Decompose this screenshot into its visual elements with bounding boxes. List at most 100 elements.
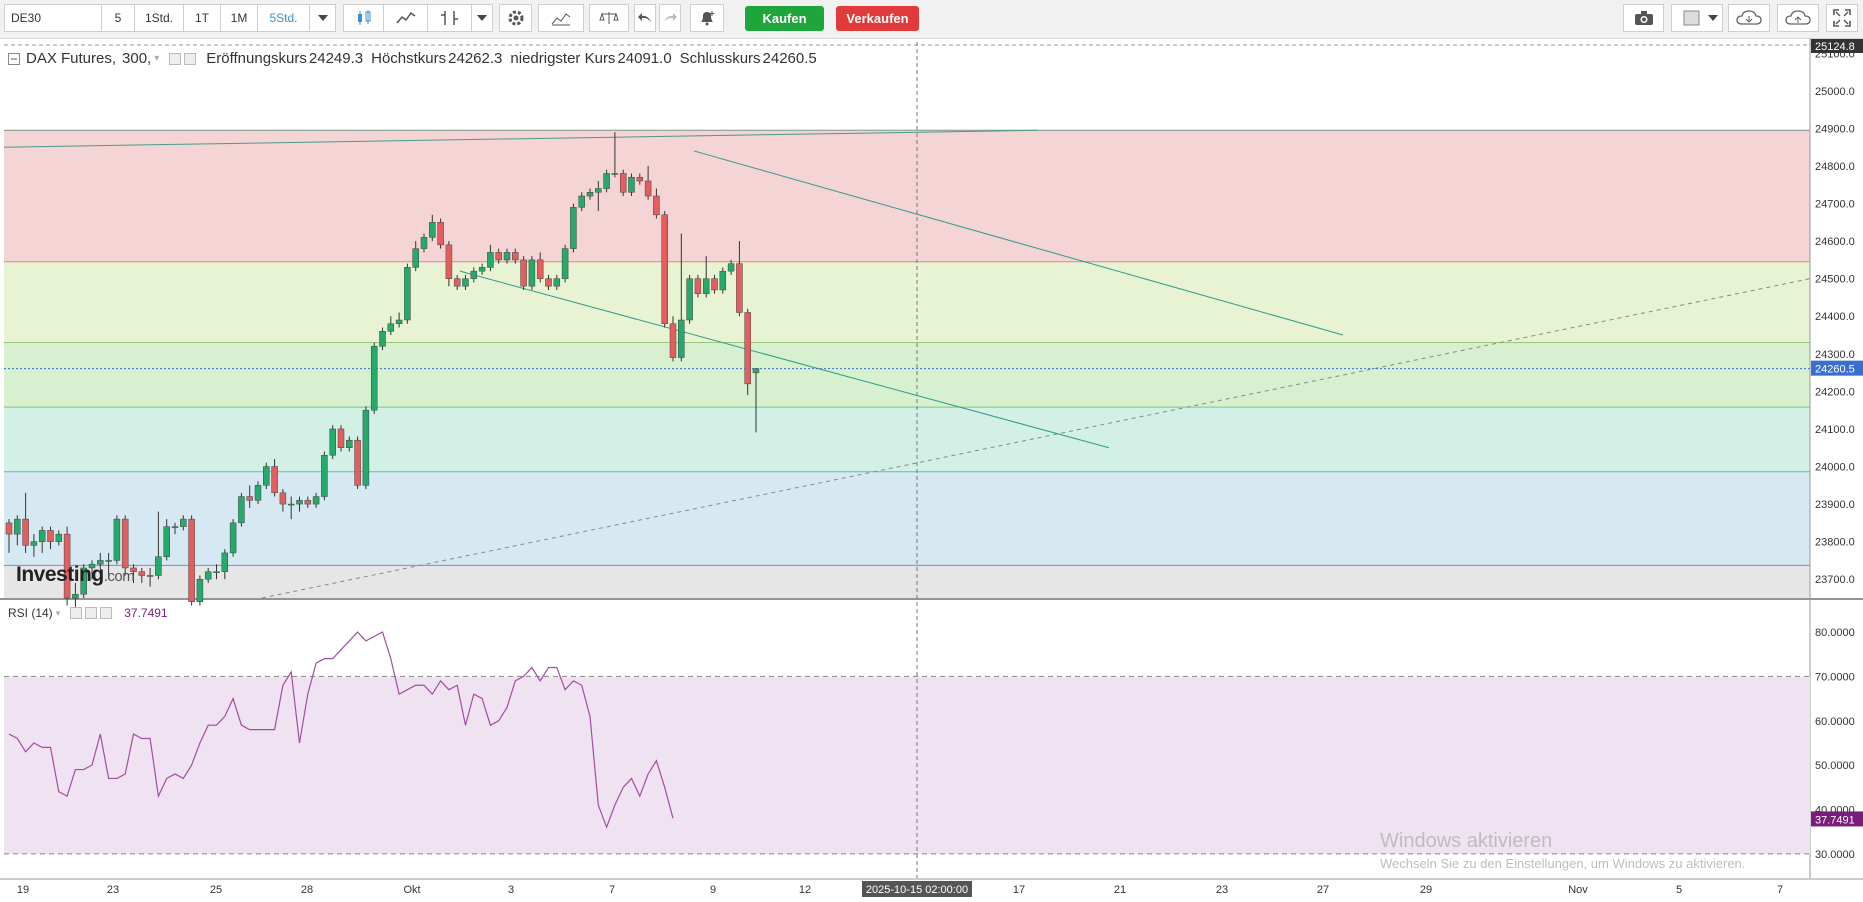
chart-axes: 25100.025000.024900.024800.024700.024600… [17, 39, 1863, 897]
candle [321, 451, 328, 501]
visibility-icon[interactable] [70, 607, 83, 619]
low-label: niedrigster Kurs [510, 50, 616, 67]
settings-button[interactable] [499, 4, 532, 32]
fullscreen-button[interactable] [1826, 4, 1858, 32]
line-style-button[interactable] [383, 4, 428, 32]
candle-body [163, 526, 170, 557]
interval-dropdown-button[interactable] [309, 4, 336, 32]
candle [38, 526, 46, 553]
candle-body [412, 248, 419, 268]
candle [346, 436, 353, 452]
trendline [459, 270, 1110, 449]
candles-style-button[interactable] [343, 4, 384, 32]
trendline [693, 150, 1344, 336]
fib-zone [4, 342, 1810, 408]
settings-icon[interactable] [184, 52, 197, 65]
legend-dropdown-icon[interactable]: ▾ [154, 53, 160, 64]
candle [445, 241, 453, 287]
close-icon[interactable] [100, 607, 113, 619]
time-tick-label: 7 [609, 884, 615, 896]
candle [121, 515, 129, 576]
candle [520, 256, 527, 290]
rsi-label: RSI (14) [8, 606, 53, 620]
indicators-button[interactable] [538, 4, 584, 32]
open-label: Eröffnungskurs [206, 50, 307, 67]
price-chart[interactable]: 25100.025000.024900.024800.024700.024600… [0, 38, 1863, 902]
candle-body [669, 323, 677, 358]
bar-style-button[interactable] [427, 4, 472, 32]
interval-5-button[interactable]: 5 [101, 4, 135, 32]
sell-button[interactable]: Verkaufen [836, 6, 919, 31]
candle-body [736, 263, 743, 313]
candle-body [346, 439, 353, 448]
candle-body [495, 252, 502, 261]
candle [279, 489, 287, 512]
interval-label: 300, [122, 50, 152, 67]
compare-button[interactable] [589, 4, 629, 32]
candle [238, 492, 245, 527]
candle-body [113, 518, 121, 561]
interval-1m-button[interactable]: 1M [220, 4, 258, 32]
candle-body [727, 263, 735, 272]
time-tick-label: 12 [799, 884, 811, 896]
candle-body [536, 259, 544, 279]
rsi-series [8, 631, 674, 829]
undo-button[interactable] [634, 4, 656, 32]
save-chart-button[interactable] [1777, 4, 1819, 32]
candle-body [14, 518, 21, 535]
close-value: 24260.5 [762, 50, 817, 67]
symbol-search-input[interactable]: DE30 [4, 4, 102, 32]
rsi-value: 37.7491 [124, 606, 168, 620]
rsi-dropdown-icon[interactable]: ▾ [55, 607, 61, 618]
cloud-upload-icon [1785, 10, 1811, 25]
candle [694, 274, 702, 298]
candle-body [130, 567, 137, 572]
indicators-icon [551, 13, 571, 26]
candle [702, 256, 710, 298]
candle-body [379, 331, 386, 347]
candle-body [354, 439, 361, 486]
candle-body [578, 195, 585, 208]
low-value: 24091.0 [617, 50, 672, 67]
candle [155, 511, 162, 580]
undo-icon [638, 13, 651, 22]
candle-body [387, 323, 395, 332]
line-chart-icon [395, 11, 415, 24]
collapse-icon[interactable] [8, 52, 20, 65]
expand-icon [1833, 9, 1851, 27]
time-tick-label: 23 [1216, 884, 1228, 896]
buy-button[interactable]: Kaufen [745, 6, 824, 31]
candle [329, 425, 336, 459]
candle [287, 496, 295, 520]
last-price-tag [1811, 360, 1863, 376]
price-tick-label: 24500.0 [1815, 274, 1855, 286]
rsi-legend: RSI (14) ▾ 37.7491 [8, 606, 168, 620]
watermark-subtitle: Wechseln Sie zu den Einstellungen, um Wi… [1380, 856, 1746, 871]
candle-body [271, 466, 278, 494]
candle-body [445, 244, 453, 279]
chart-style-dropdown-button[interactable] [471, 4, 493, 32]
screenshot-button[interactable] [1623, 4, 1664, 32]
chevron-down-icon [477, 15, 487, 21]
candle [528, 256, 536, 290]
interval-5h-button[interactable]: 5Std. [257, 4, 310, 32]
candle-body [5, 522, 13, 535]
candle [47, 526, 54, 550]
interval-1d-button[interactable]: 1T [183, 4, 221, 32]
layout-dropdown-button[interactable] [1703, 4, 1723, 32]
visibility-icon[interactable] [169, 52, 182, 65]
candle-body [628, 176, 635, 193]
candle [586, 188, 594, 200]
load-chart-button[interactable] [1728, 4, 1770, 32]
time-tick-label: 17 [1013, 884, 1025, 896]
candle [619, 169, 627, 197]
candle-body [437, 222, 444, 246]
settings-icon[interactable] [85, 607, 98, 619]
interval-1h-button[interactable]: 1Std. [134, 4, 184, 32]
candle-body [329, 428, 336, 456]
candle-body [636, 176, 644, 182]
candle-body [196, 578, 204, 603]
alert-button[interactable] [690, 4, 724, 32]
candle [5, 519, 13, 553]
redo-button[interactable] [659, 4, 681, 32]
